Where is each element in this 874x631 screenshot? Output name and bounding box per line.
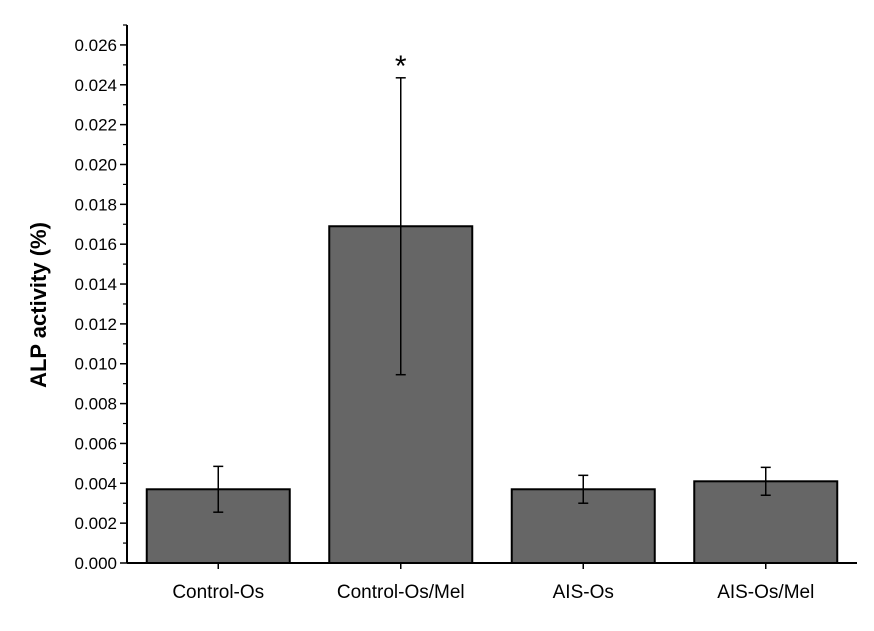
y-axis-title: ALP activity (%) — [26, 222, 51, 388]
x-tick-label: Control-Os — [172, 582, 264, 603]
y-tick-label: 0.008 — [74, 395, 117, 414]
y-tick-label: 0.006 — [74, 434, 117, 453]
y-tick-label: 0.000 — [74, 554, 117, 573]
x-tick-label: AIS-Os/Mel — [717, 582, 814, 603]
y-tick-label: 0.012 — [74, 315, 117, 334]
plot-area: Control-Os * Control-Os/Mel AIS-Os AIS-Os/Me… — [74, 24, 857, 603]
y-tick-label: 0.016 — [74, 235, 117, 254]
y-tick-label: 0.020 — [74, 155, 117, 174]
y-tick-label: 0.026 — [74, 36, 117, 55]
x-tick-label: AIS-Os — [553, 582, 614, 603]
y-tick-label: 0.022 — [74, 116, 117, 135]
x-tick-label: Control-Os/Mel — [337, 582, 465, 603]
y-tick-label: 0.014 — [74, 275, 117, 294]
significance-marker: * — [395, 50, 407, 83]
y-tick-label: 0.018 — [74, 195, 117, 214]
y-tick-label: 0.004 — [74, 474, 117, 493]
y-tick-label: 0.002 — [74, 514, 117, 533]
y-tick-label: 0.010 — [74, 355, 117, 374]
y-tick-label: 0.024 — [74, 76, 117, 95]
